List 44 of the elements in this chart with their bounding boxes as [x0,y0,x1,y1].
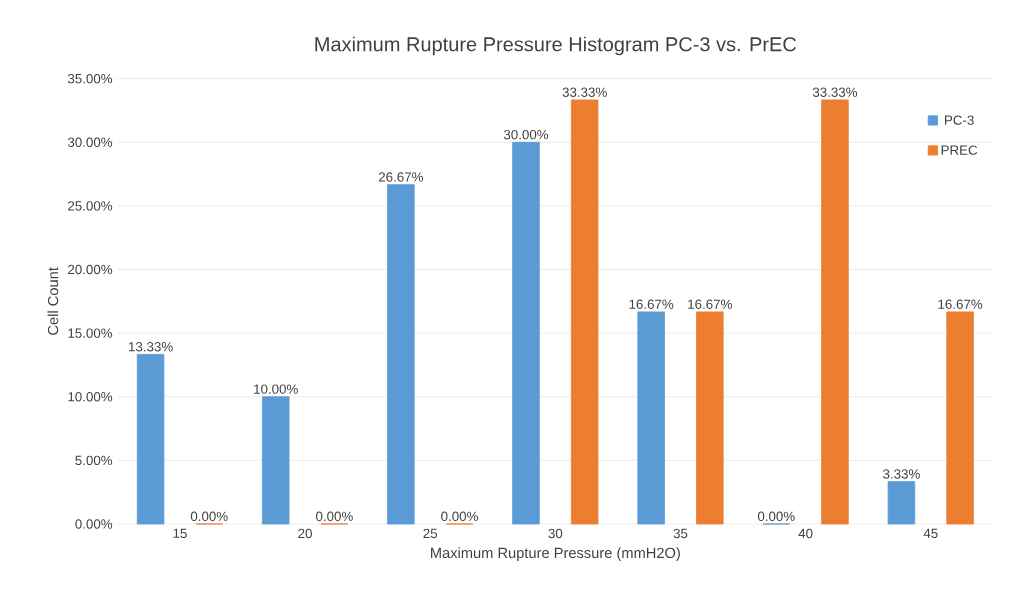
y-tick-label: 35.00% [67,73,113,84]
data-label: 16.67% [938,299,983,309]
data-label: 26.67% [378,172,424,182]
chart-title: Maximum Rupture Pressure Histogram PC-3 vs. PrEC [315,36,797,56]
y-tick-label: 10.00% [68,392,113,402]
bar [821,99,849,525]
x-tick-label: 25 [423,528,438,539]
x-tick-label: 40 [798,528,813,539]
y-tick-label: 20.00% [68,264,113,275]
bar [261,396,290,525]
bar [136,353,165,525]
bar [512,141,540,525]
legend-label: PC-3 [945,115,974,125]
bar [637,311,665,525]
y-tick-label: 30.00% [67,137,113,147]
x-tick-label: 45 [923,528,938,538]
data-label: 3.33% [883,469,920,479]
x-tick-label: 35 [673,528,688,539]
bar [387,184,415,525]
bar [696,311,724,525]
data-label: 33.33% [562,87,607,97]
y-tick-label: 0.00% [75,519,113,529]
data-label: 13.33% [128,342,173,352]
data-label: 0.00% [441,511,478,522]
legend-label: PREC [941,145,978,155]
x-axis-title: Maximum Rupture Pressure (mmH2O) [431,547,680,561]
x-tick-label: 30 [548,528,563,539]
data-label: 0.00% [190,511,228,522]
bar [570,99,599,525]
y-tick-label: 25.00% [68,201,113,211]
data-label: 0.00% [316,511,353,522]
y-axis-title: Cell Count [47,267,59,335]
y-tick-label: 15.00% [68,328,113,338]
data-label: 0.00% [757,511,795,522]
data-label: 10.00% [254,384,298,394]
x-tick-label: 15 [173,528,187,538]
bar [887,481,916,525]
data-label: 16.67% [629,299,674,309]
data-label: 30.00% [503,129,549,140]
bar [946,311,974,525]
data-label: 16.67% [688,299,732,309]
y-tick-label: 5.00% [75,455,113,466]
x-tick-label: 20 [298,528,312,539]
data-label: 33.33% [812,87,858,97]
